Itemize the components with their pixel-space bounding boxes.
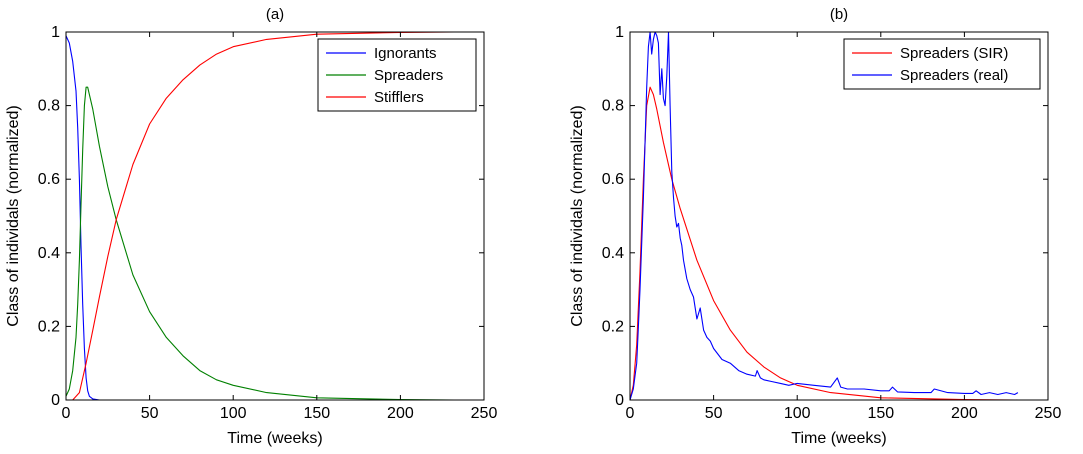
y-tick-label: 0 [51,392,60,409]
y-tick-label: 0.4 [602,245,624,262]
series-line-ignorants [66,35,454,400]
series-line-spreaders-real [630,31,1019,400]
plot-frame [629,31,1049,401]
y-tick-label: 0.8 [602,98,624,115]
x-tick-label: 200 [951,405,978,422]
legend-label: Spreaders (SIR) [900,45,1008,62]
y-tick-label: 0.2 [602,318,624,335]
x-tick-label: 100 [784,405,811,422]
legend-label: Spreaders (real) [900,67,1008,84]
x-tick-label: 50 [141,405,159,422]
y-tick-label: 0.8 [38,98,60,115]
x-tick-label: 0 [626,405,635,422]
legend: Ignorants Spreaders Stifflers [317,38,477,112]
y-tick-label: 0.2 [38,318,60,335]
y-tick-label: 1 [615,24,624,41]
chart-title: (b) [830,6,848,23]
x-axis-label: Time (weeks) [227,430,322,447]
y-tick-label: 0.6 [602,171,624,188]
x-tick-label: 100 [220,405,247,422]
y-tick-label: 0.6 [38,171,60,188]
chart-title: (a) [266,6,284,23]
legend: Spreaders (SIR) Spreaders (real) [843,38,1041,90]
y-tick-label: 0.4 [38,245,60,262]
chart-panel-1: (b) 0 50 100 150 200 250 0 0.2 0.4 0.6 0.8 1 Time (we… [569,6,1061,447]
series-line-stifflers [66,31,454,400]
x-tick-label: 150 [867,405,894,422]
y-tick-label: 1 [51,24,60,41]
legend-label: Spreaders [374,67,443,84]
y-tick-label: 0 [615,392,624,409]
x-tick-label: 250 [1035,405,1062,422]
legend-box [843,38,1041,90]
series-line-spreaders [66,86,454,400]
x-tick-label: 250 [471,405,498,422]
x-tick-label: 200 [387,405,414,422]
x-tick-label: 50 [705,405,723,422]
chart-panel-0: (a) 0 50 100 150 200 250 0 0.2 0.4 0.6 0.8 1 Time (we… [5,6,497,447]
legend-label: Ignorants [374,45,437,62]
series-line-spreaders-sir [630,86,1018,400]
legend-label: Stifflers [374,89,424,106]
y-axis-label: Class of individals (normalized) [569,105,586,326]
y-axis-label: Class of individals (normalized) [5,105,22,326]
x-tick-label: 0 [62,405,71,422]
plot-frame [65,31,485,401]
x-axis-label: Time (weeks) [791,430,886,447]
x-tick-label: 150 [303,405,330,422]
